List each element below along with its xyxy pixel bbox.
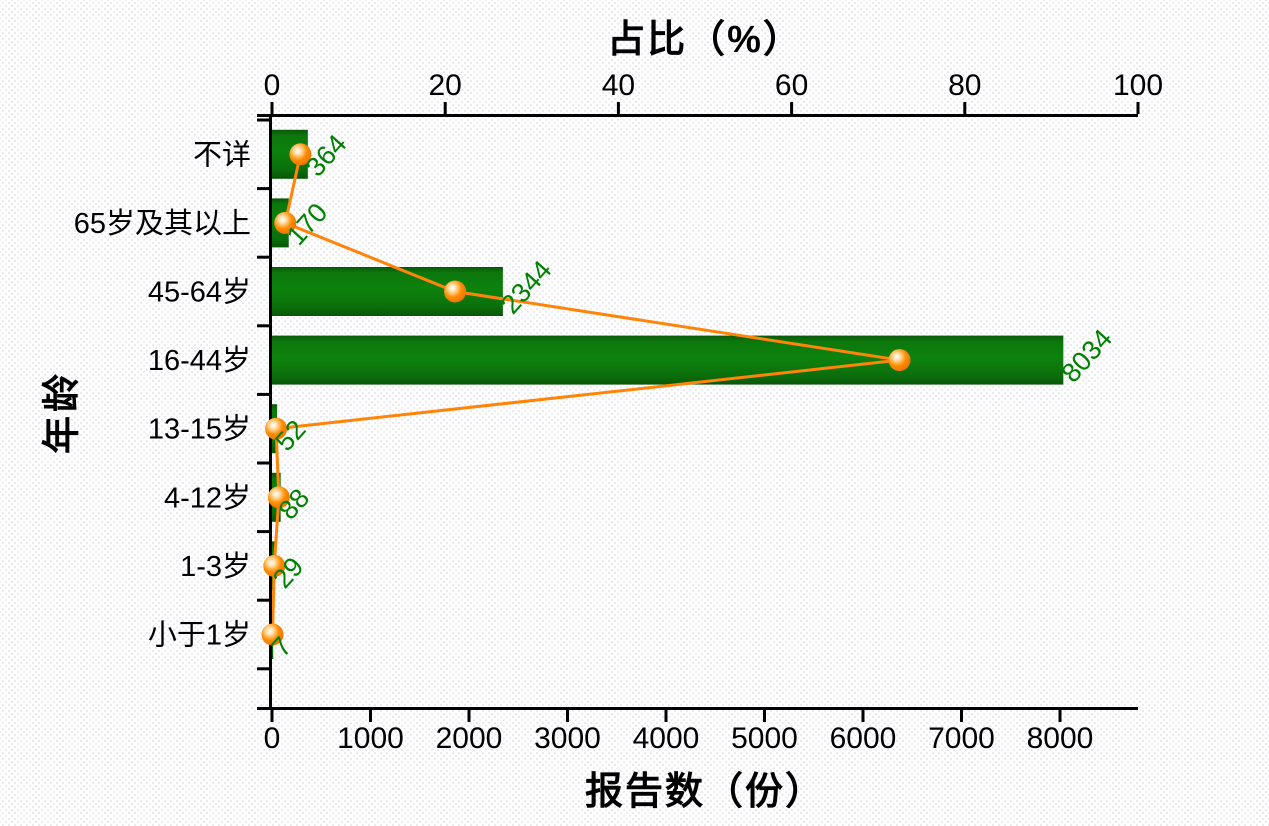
top-axis-tick-label: 80	[948, 69, 981, 102]
bottom-axis-tick-label: 0	[264, 722, 281, 755]
percent-marker	[267, 486, 290, 509]
y-axis-title: 年龄	[41, 369, 84, 455]
bottom-axis-tick-label: 5000	[731, 722, 798, 755]
bottom-axis-tick-label: 7000	[928, 722, 995, 755]
bottom-axis-tick	[664, 710, 668, 722]
category-label: 1-3岁	[180, 550, 251, 583]
bottom-axis-tick	[566, 710, 569, 722]
percent-marker	[888, 349, 911, 372]
bottom-axis-tick-label: 3000	[534, 722, 601, 755]
category-label: 小于1岁	[148, 619, 251, 652]
y-axis-tick	[257, 118, 269, 122]
percent-marker	[274, 211, 297, 234]
y-axis-line	[269, 114, 272, 710]
bar-value-label: 8034	[1056, 323, 1118, 388]
y-axis-tick	[257, 187, 269, 191]
y-axis-tick	[257, 667, 269, 671]
y-axis-tick	[257, 530, 269, 534]
top-axis-tick	[1136, 102, 1140, 114]
y-axis-tick	[257, 255, 269, 259]
bottom-axis-tick-label: 2000	[436, 722, 503, 755]
percent-marker	[289, 143, 312, 166]
top-axis-tick	[790, 102, 794, 114]
category-label: 4-12岁	[164, 481, 251, 514]
percent-marker	[263, 554, 286, 577]
y-axis-tick	[257, 392, 269, 396]
category-label: 45-64岁	[148, 276, 251, 309]
top-axis-tick-label: 20	[429, 69, 462, 102]
bottom-axis-tick	[369, 710, 372, 722]
bottom-axis-line	[257, 707, 1138, 710]
category-label: 65岁及其以上	[74, 207, 251, 240]
bottom-axis-tick	[763, 710, 766, 722]
bottom-axis-tick	[270, 710, 274, 722]
bar-45-64岁	[272, 267, 503, 316]
top-axis-tick-label: 60	[775, 69, 808, 102]
top-axis-tick	[616, 102, 620, 114]
bottom-axis-tick-label: 1000	[337, 722, 404, 755]
category-label: 不详	[193, 138, 251, 171]
top-axis-line	[257, 114, 1138, 117]
y-axis-tick	[257, 461, 269, 465]
top-axis-tick	[963, 102, 967, 114]
category-label: 13-15岁	[148, 413, 251, 446]
bar-value-label: 2344	[495, 255, 557, 320]
bottom-axis-tick-label: 8000	[1027, 722, 1094, 755]
y-axis-tick	[257, 598, 269, 602]
top-axis-tick-label: 100	[1113, 69, 1163, 102]
bottom-axis-tick	[1058, 710, 1062, 722]
bottom-axis-title: 报告数（份）	[584, 771, 825, 813]
bar-value-label: 364	[300, 129, 352, 183]
percent-marker	[261, 623, 284, 646]
percent-line	[271, 153, 900, 635]
bar-16-44岁	[272, 335, 1064, 385]
bottom-axis-tick-label: 4000	[633, 722, 700, 755]
bottom-axis-tick	[960, 710, 963, 722]
top-axis-title: 占比（%）	[607, 19, 803, 61]
top-axis-tick-label: 40	[602, 69, 635, 102]
top-axis-tick	[443, 102, 447, 114]
bottom-axis-tick-label: 6000	[830, 722, 897, 755]
y-axis-tick	[257, 324, 269, 328]
percent-marker	[444, 280, 467, 303]
top-axis-tick-label: 0	[264, 69, 281, 102]
category-label: 16-44岁	[148, 344, 251, 377]
bottom-axis-tick	[467, 710, 471, 722]
top-axis-tick	[270, 102, 274, 114]
bottom-axis-tick	[861, 710, 865, 722]
percent-marker	[265, 417, 288, 440]
